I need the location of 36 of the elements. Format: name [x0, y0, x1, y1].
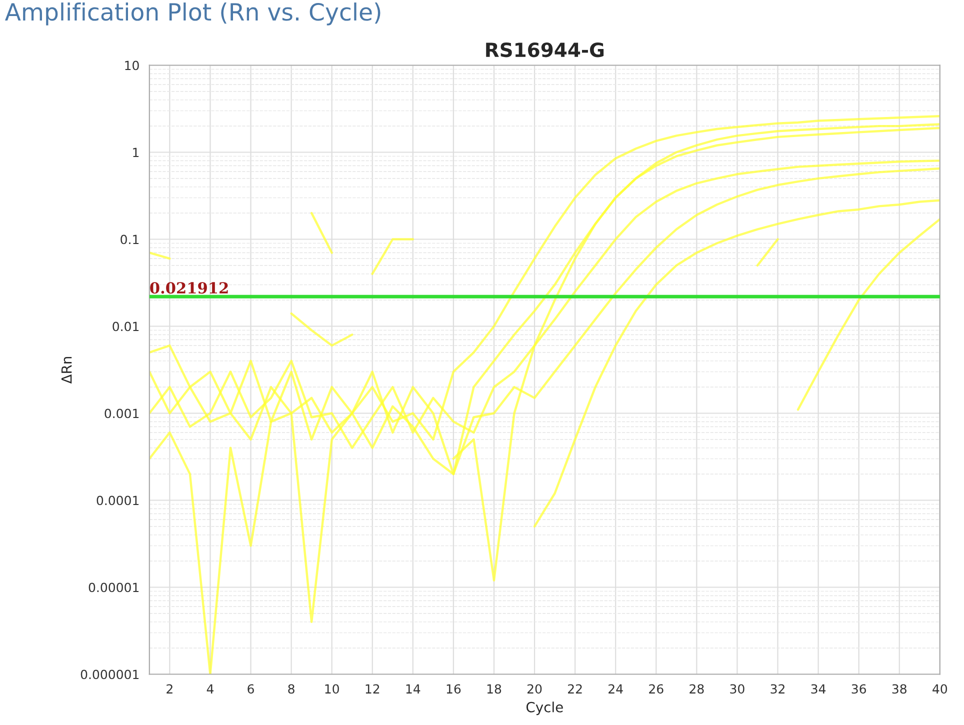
x-tick-label: 6 [248, 684, 254, 694]
x-tick-label: 26 [649, 684, 664, 694]
line-series [290, 312, 354, 347]
y-tick-label: 0.01 [112, 322, 139, 332]
x-tick-label: 2 [166, 684, 172, 694]
x-tick-label: 4 [206, 684, 214, 694]
line-series [533, 199, 940, 528]
y-tick-label: 0.1 [120, 234, 139, 244]
x-tick-label: 30 [730, 684, 744, 694]
x-axis-title: Cycle [526, 702, 563, 716]
chart-subtitle: RS16944-G [486, 42, 604, 58]
x-tick-label: 32 [770, 684, 784, 694]
line-series [796, 218, 940, 411]
chart-title: Amplification Plot (Rn vs. Cycle) [5, 2, 380, 26]
y-axis-title: ΔRn [61, 356, 72, 384]
y-tick-label: 0.0001 [96, 496, 139, 506]
y-tick-label: 0.000001 [80, 670, 139, 680]
x-tick-label: 12 [366, 684, 380, 694]
x-tick-label: 18 [487, 684, 502, 694]
x-tick-label: 16 [446, 684, 461, 694]
x-tick-label: 8 [288, 684, 294, 694]
x-tick-label: 10 [325, 684, 339, 694]
x-tick-label: 40 [932, 684, 948, 694]
x-tick-label: 24 [608, 684, 623, 694]
x-tick-label: 34 [811, 684, 826, 694]
x-tick-label: 20 [527, 684, 542, 694]
ref-line-label: 0.021912 [150, 282, 228, 294]
x-tick-label: 28 [690, 684, 704, 694]
x-tick-label: 14 [406, 684, 420, 694]
y-tick-label: 10 [125, 60, 139, 70]
x-tick-label: 38 [892, 684, 906, 694]
y-tick-label: 0.001 [104, 408, 139, 418]
y-tick-label: 0.00001 [88, 582, 139, 592]
y-tick-label: 1 [133, 148, 139, 157]
x-tick-label: 36 [852, 684, 866, 694]
x-tick-label: 22 [568, 684, 582, 694]
